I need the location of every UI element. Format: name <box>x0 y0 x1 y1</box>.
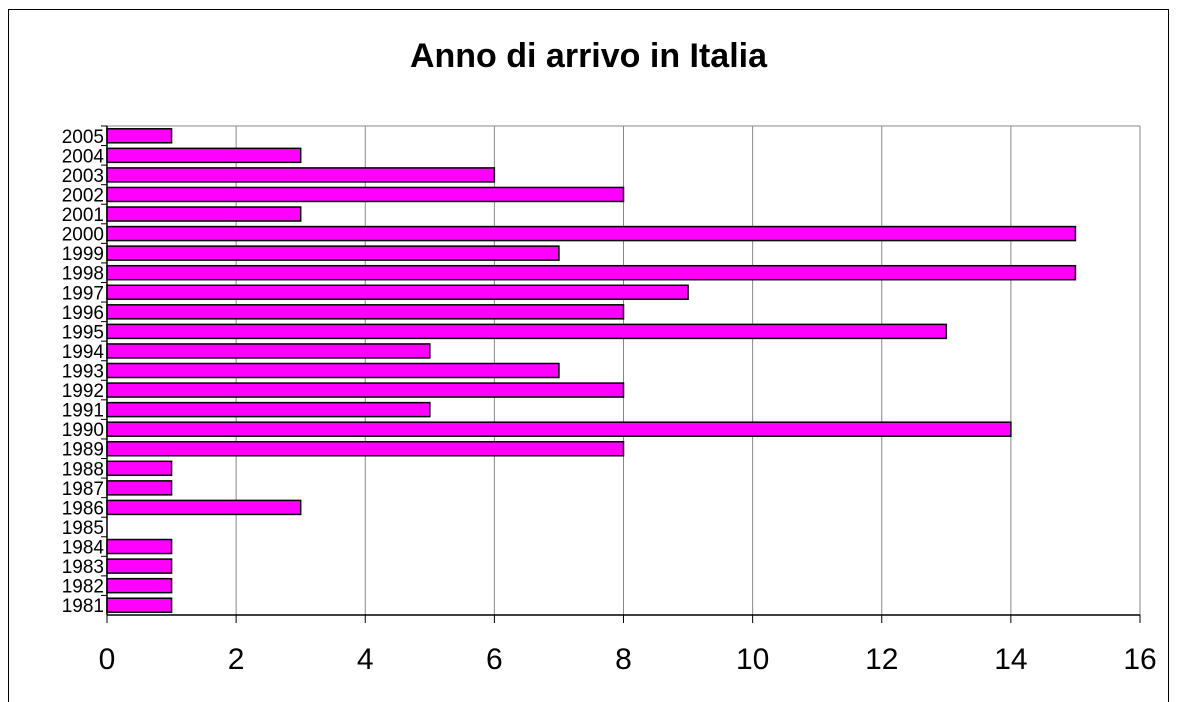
y-tick-label: 2003 <box>62 166 104 187</box>
y-tick-label: 1985 <box>62 518 104 539</box>
y-tick-label: 1988 <box>62 459 104 480</box>
y-tick-label: 1994 <box>62 342 105 363</box>
bar-2001 <box>106 206 302 222</box>
bar-1984 <box>106 538 173 555</box>
bar-1995 <box>106 323 948 340</box>
bar-2004 <box>106 147 302 164</box>
bar-1992 <box>106 382 625 398</box>
bar-2005 <box>106 128 173 144</box>
y-tick-label: 1989 <box>62 440 104 461</box>
bar-1982 <box>106 577 173 594</box>
y-tick-label: 1981 <box>62 596 104 617</box>
bar-1981 <box>106 597 173 613</box>
x-tick-label: 12 <box>865 643 898 676</box>
y-tick-label: 1996 <box>62 303 104 324</box>
y-tick-label: 1999 <box>62 244 104 265</box>
y-tick-label: 2005 <box>62 127 104 148</box>
tick-labels: 0 2 4 6 8 10 12 14 16200520042003200220012000199… <box>62 127 1157 676</box>
y-tick-label: 2002 <box>62 185 104 206</box>
x-tick-label: 2 <box>228 643 245 676</box>
y-tick-label: 1993 <box>62 362 104 383</box>
bar-1990 <box>106 421 1012 437</box>
x-tick-label: 6 <box>486 643 503 676</box>
x-tick-label: 4 <box>357 643 374 676</box>
bar-1988 <box>106 460 173 477</box>
x-tick-label: 14 <box>994 643 1027 676</box>
grid-lines <box>107 125 1141 615</box>
y-tick-label: 1992 <box>62 381 104 402</box>
bar-1996 <box>106 304 625 320</box>
y-tick-label: 1998 <box>62 264 104 285</box>
bars <box>106 128 1077 613</box>
bar-2002 <box>106 186 625 203</box>
y-tick-label: 1986 <box>62 498 104 519</box>
y-tick-label: 1991 <box>62 401 104 422</box>
y-tick-label: 2004 <box>62 146 105 167</box>
y-tick-label: 2000 <box>62 225 104 246</box>
bar-1989 <box>106 440 625 457</box>
x-tick-label: 8 <box>615 643 632 676</box>
x-tick-label: 10 <box>736 643 769 676</box>
y-tick-label: 1983 <box>62 557 104 578</box>
y-tick-label: 2001 <box>62 205 104 226</box>
y-tick-label: 1995 <box>62 322 104 343</box>
axes <box>101 125 1141 623</box>
bar-1997 <box>106 284 689 301</box>
bar-1999 <box>106 245 560 261</box>
bar-2003 <box>106 167 496 183</box>
bar-2000 <box>106 225 1077 242</box>
bar-1986 <box>106 499 302 516</box>
bar-1991 <box>106 401 431 418</box>
y-tick-label: 1987 <box>62 479 104 500</box>
x-tick-label: 16 <box>1123 643 1156 676</box>
y-tick-label: 1990 <box>62 420 104 441</box>
y-tick-label: 1997 <box>62 283 104 304</box>
bar-1998 <box>106 264 1077 281</box>
chart-title: Anno di arrivo in Italia <box>409 37 768 75</box>
bar-1987 <box>106 480 173 496</box>
y-tick-label: 1984 <box>62 538 105 559</box>
bar-1993 <box>106 362 560 379</box>
bar-1983 <box>106 558 173 574</box>
bar-1994 <box>106 343 431 359</box>
y-tick-label: 1982 <box>62 577 104 598</box>
x-tick-label: 0 <box>99 643 116 676</box>
